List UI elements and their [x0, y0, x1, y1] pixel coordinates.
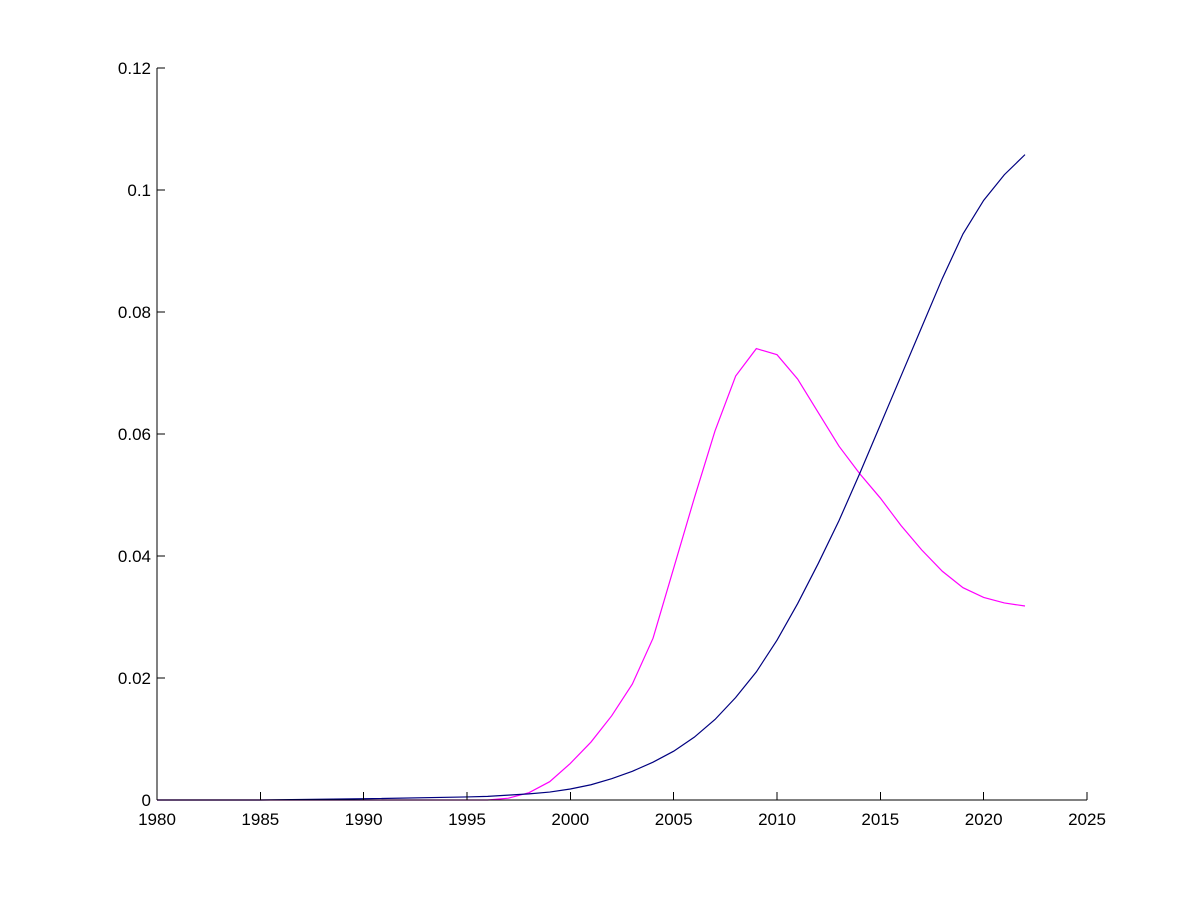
x-tick-label: 1995	[448, 810, 486, 829]
y-tick-label: 0.08	[118, 303, 151, 322]
x-tick-label: 2005	[655, 810, 693, 829]
x-tick-label: 1990	[345, 810, 383, 829]
y-tick-label: 0	[142, 791, 151, 810]
x-tick-label: 2010	[758, 810, 796, 829]
x-tick-label: 2020	[965, 810, 1003, 829]
x-tick-label: 1980	[138, 810, 176, 829]
series-line-2	[157, 154, 1026, 801]
y-tick-label: 0.1	[127, 181, 151, 200]
series-layer	[157, 154, 1026, 801]
y-tick-label: 0.06	[118, 425, 151, 444]
x-tick-label: 2015	[861, 810, 899, 829]
y-tick-label: 0.04	[118, 547, 151, 566]
x-tick-label: 2025	[1068, 810, 1106, 829]
axes-layer: 1980 1985 1990 1995 2000 2005 2010 2015 2020 2025…	[118, 59, 1106, 829]
series-line-1	[157, 347, 1026, 801]
y-tick-label: 0.12	[118, 59, 151, 78]
x-tick-label: 2000	[551, 810, 589, 829]
x-tick-label: 1985	[241, 810, 279, 829]
y-tick-label: 0.02	[118, 669, 151, 688]
